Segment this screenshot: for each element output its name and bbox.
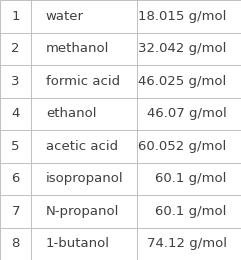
Text: 60.052 g/mol: 60.052 g/mol	[138, 140, 227, 153]
Text: 18.015 g/mol: 18.015 g/mol	[138, 10, 227, 23]
Text: isopropanol: isopropanol	[46, 172, 123, 185]
Text: 32.042 g/mol: 32.042 g/mol	[138, 42, 227, 55]
Text: 60.1 g/mol: 60.1 g/mol	[155, 205, 227, 218]
Text: 46.07 g/mol: 46.07 g/mol	[147, 107, 227, 120]
Text: 4: 4	[12, 107, 20, 120]
Text: 8: 8	[12, 237, 20, 250]
Text: 6: 6	[12, 172, 20, 185]
Text: 60.1 g/mol: 60.1 g/mol	[155, 172, 227, 185]
Text: methanol: methanol	[46, 42, 109, 55]
Text: 5: 5	[11, 140, 20, 153]
Text: water: water	[46, 10, 84, 23]
Text: N-propanol: N-propanol	[46, 205, 119, 218]
Text: 46.025 g/mol: 46.025 g/mol	[138, 75, 227, 88]
Text: 74.12 g/mol: 74.12 g/mol	[147, 237, 227, 250]
Text: 1-butanol: 1-butanol	[46, 237, 110, 250]
Text: 2: 2	[11, 42, 20, 55]
Text: acetic acid: acetic acid	[46, 140, 118, 153]
Text: 7: 7	[11, 205, 20, 218]
Text: formic acid: formic acid	[46, 75, 120, 88]
Text: 1: 1	[11, 10, 20, 23]
Text: 3: 3	[11, 75, 20, 88]
Text: ethanol: ethanol	[46, 107, 96, 120]
